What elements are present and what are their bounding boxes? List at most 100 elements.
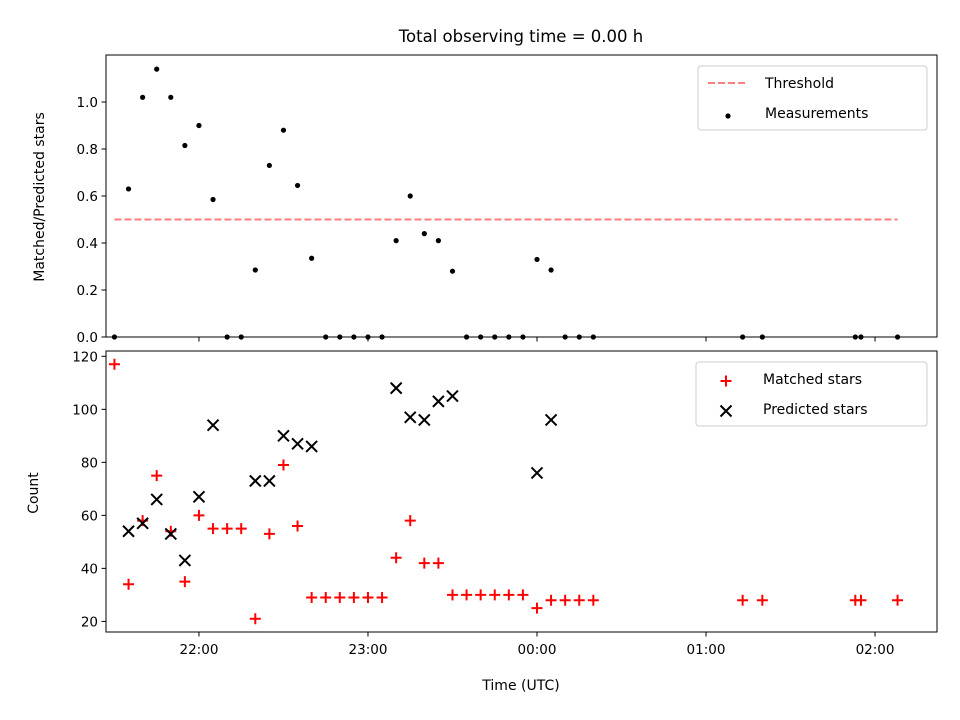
predicted-star-point bbox=[178, 554, 192, 567]
matched-star-point bbox=[573, 594, 585, 606]
count-y-axis-label: Count bbox=[26, 472, 42, 514]
count-panel: 20 40 60 80 100 120 22:00 23:00 00:00 01:00 02:00 M… bbox=[72, 349, 938, 658]
measurement-point bbox=[548, 267, 554, 273]
predicted-star-point bbox=[136, 517, 149, 530]
chart-title: Total observing time = 0.00 h bbox=[398, 27, 643, 46]
x-tick-label: 00:00 bbox=[518, 642, 557, 658]
legend-label: Predicted stars bbox=[763, 402, 868, 418]
y-tick-label: 40 bbox=[81, 561, 98, 577]
measurement-point bbox=[125, 186, 132, 192]
x-tick-label: 22:00 bbox=[180, 642, 219, 658]
legend-plus-marker bbox=[720, 375, 732, 387]
measurement-point bbox=[852, 334, 858, 340]
matched-star-point bbox=[503, 589, 515, 601]
measurement-point bbox=[740, 334, 746, 340]
matched-star-point bbox=[432, 557, 444, 569]
measurement-point bbox=[224, 334, 230, 340]
matched-star-point bbox=[306, 592, 318, 604]
matched-star-point bbox=[489, 589, 501, 601]
matched-star-point bbox=[390, 552, 402, 564]
measurement-point bbox=[407, 193, 413, 199]
y-tick-label: 20 bbox=[81, 614, 98, 630]
predicted-star-point bbox=[122, 525, 135, 538]
predicted-star-point bbox=[432, 395, 445, 408]
matched-star-point bbox=[277, 459, 289, 471]
predicted-star-point bbox=[305, 440, 318, 453]
matched-star-point bbox=[418, 557, 430, 569]
legend-box bbox=[697, 65, 928, 131]
predicted-star-point bbox=[277, 429, 290, 443]
matched-star-point bbox=[108, 358, 120, 370]
measurement-point bbox=[478, 334, 484, 340]
y-tick-label: 60 bbox=[81, 508, 98, 524]
predicted-star-point bbox=[404, 411, 417, 424]
y-tick-label: 0.0 bbox=[77, 330, 98, 346]
measurement-point bbox=[894, 334, 901, 340]
predicted-star-point bbox=[263, 474, 276, 488]
y-tick-label: 0.6 bbox=[77, 189, 98, 205]
y-tick-label: 80 bbox=[81, 455, 98, 471]
matched-star-point bbox=[376, 592, 388, 604]
legend-point-marker bbox=[725, 113, 731, 119]
y-tick-label: 0.2 bbox=[77, 283, 98, 299]
matched-star-point bbox=[461, 589, 473, 601]
measurement-point bbox=[449, 268, 456, 274]
measurement-point bbox=[252, 267, 258, 273]
matched-star-point bbox=[179, 576, 191, 588]
measurement-point bbox=[759, 334, 765, 340]
matched-star-point bbox=[362, 592, 374, 604]
matched-star-point bbox=[545, 594, 557, 606]
measurement-point bbox=[309, 255, 315, 261]
measurement-point bbox=[520, 334, 526, 340]
measurement-point bbox=[182, 142, 188, 149]
measurement-point bbox=[238, 334, 244, 340]
legend-label: Matched stars bbox=[763, 372, 862, 388]
measurement-point bbox=[280, 127, 287, 133]
matched-star-point bbox=[531, 602, 543, 614]
matched-star-point bbox=[249, 613, 261, 625]
measurement-point bbox=[393, 238, 399, 244]
predicted-star-point bbox=[164, 527, 177, 541]
matched-star-point bbox=[756, 594, 768, 606]
predicted-star-point bbox=[389, 381, 403, 395]
measurement-point bbox=[266, 162, 272, 169]
measurement-point bbox=[337, 334, 343, 340]
measurement-point bbox=[534, 256, 540, 263]
measurement-point bbox=[858, 334, 864, 340]
matched-star-point bbox=[587, 594, 599, 606]
measurement-point bbox=[323, 334, 329, 340]
predicted-star-point bbox=[150, 493, 163, 506]
predicted-star-point bbox=[291, 437, 304, 450]
measurement-point bbox=[421, 231, 427, 237]
predicted-star-point bbox=[418, 413, 431, 427]
legend: Threshold Measurements bbox=[697, 65, 928, 131]
time-x-axis-label: Time (UTC) bbox=[481, 678, 559, 694]
matched-star-point bbox=[221, 523, 233, 535]
y-tick-label: 100 bbox=[72, 402, 98, 418]
measurement-point bbox=[590, 334, 596, 340]
legend: Matched stars Predicted stars bbox=[695, 361, 928, 427]
predicted-star-point bbox=[544, 413, 558, 427]
measurement-point bbox=[168, 94, 174, 100]
predicted-star-point bbox=[249, 474, 262, 488]
matched-star-point bbox=[855, 594, 867, 606]
predicted-star-point bbox=[192, 490, 206, 504]
matched-star-point bbox=[348, 592, 360, 604]
measurement-point bbox=[506, 334, 512, 340]
measurement-point bbox=[154, 66, 160, 72]
matched-star-point bbox=[334, 592, 346, 604]
matched-star-point bbox=[263, 528, 275, 540]
matched-star-point bbox=[559, 594, 571, 606]
y-tick-label: 120 bbox=[72, 349, 98, 365]
matched-star-point bbox=[235, 523, 247, 535]
legend-label: Threshold bbox=[764, 76, 834, 92]
matched-star-point bbox=[517, 589, 529, 601]
legend-label: Measurements bbox=[765, 106, 868, 122]
x-tick-label: 02:00 bbox=[856, 642, 895, 658]
measurement-point bbox=[562, 334, 568, 340]
measurement-point bbox=[492, 334, 498, 340]
matched-star-point bbox=[892, 594, 904, 606]
measurement-point bbox=[140, 94, 146, 100]
x-tick-label: 01:00 bbox=[687, 642, 726, 658]
